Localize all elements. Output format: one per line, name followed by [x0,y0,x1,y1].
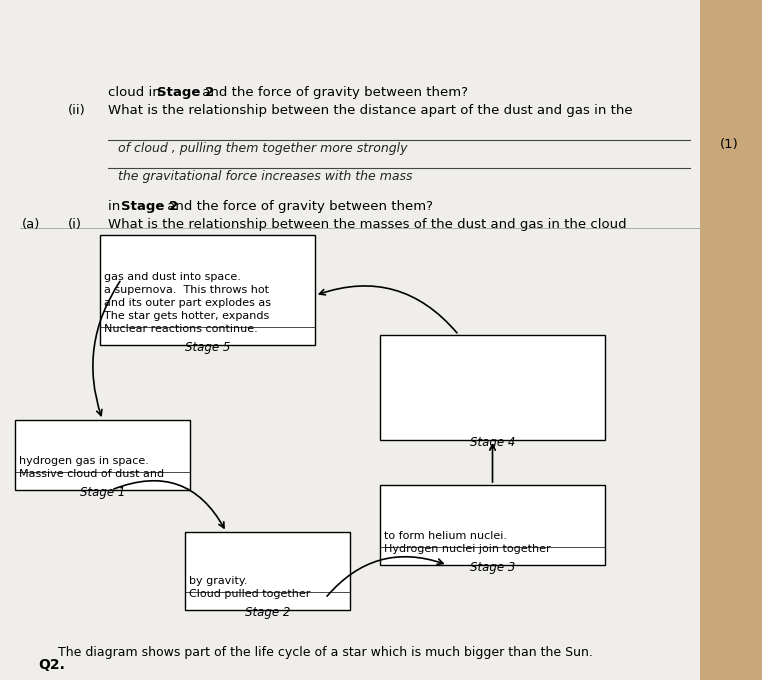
Text: by gravity.: by gravity. [189,576,248,586]
Text: to form helium nuclei.: to form helium nuclei. [384,531,507,541]
Text: gas and dust into space.: gas and dust into space. [104,272,241,282]
Text: the gravitational force increases with the mass: the gravitational force increases with t… [118,170,412,183]
Text: (a): (a) [22,218,40,231]
Text: Massive cloud of dust and: Massive cloud of dust and [19,469,164,479]
Text: What is the relationship between the masses of the dust and gas in the cloud: What is the relationship between the mas… [108,218,626,231]
Text: The diagram shows part of the life cycle of a star which is much bigger than the: The diagram shows part of the life cycle… [58,646,593,659]
Text: a supernova.  This throws hot: a supernova. This throws hot [104,285,269,295]
Bar [185,532,350,610]
Text: What is the relationship between the distance apart of the dust and gas in the: What is the relationship between the dis… [108,104,632,117]
Bar [380,335,605,440]
Text: and the force of gravity between them?: and the force of gravity between them? [163,200,433,213]
Text: (1): (1) [720,138,738,151]
Text: Stage 2: Stage 2 [245,606,290,619]
Bar [15,420,190,490]
Text: in: in [108,200,124,213]
Text: Hydrogen nuclei join together: Hydrogen nuclei join together [384,544,551,554]
Text: of cloud , pulling them together more strongly: of cloud , pulling them together more st… [118,142,408,155]
Text: Stage 3: Stage 3 [470,561,515,574]
FancyBboxPatch shape [0,0,700,680]
Bar [100,235,315,345]
Text: hydrogen gas in space.: hydrogen gas in space. [19,456,149,466]
Text: cloud in: cloud in [108,86,165,99]
Text: and its outer part explodes as: and its outer part explodes as [104,298,271,308]
Text: The star gets hotter, expands: The star gets hotter, expands [104,311,269,321]
Text: Stage 5: Stage 5 [185,341,230,354]
Text: Q2.: Q2. [38,658,65,672]
Text: Cloud pulled together: Cloud pulled together [189,589,310,599]
Bar [380,485,605,565]
Text: and the force of gravity between them?: and the force of gravity between them? [198,86,468,99]
Text: (ii): (ii) [68,104,86,117]
Text: Stage 1: Stage 1 [80,486,125,499]
Text: Stage 2: Stage 2 [157,86,214,99]
Text: Stage 2: Stage 2 [121,200,178,213]
Text: Nuclear reactions continue.: Nuclear reactions continue. [104,324,258,334]
Text: Stage 4: Stage 4 [470,436,515,449]
Text: (i): (i) [68,218,82,231]
